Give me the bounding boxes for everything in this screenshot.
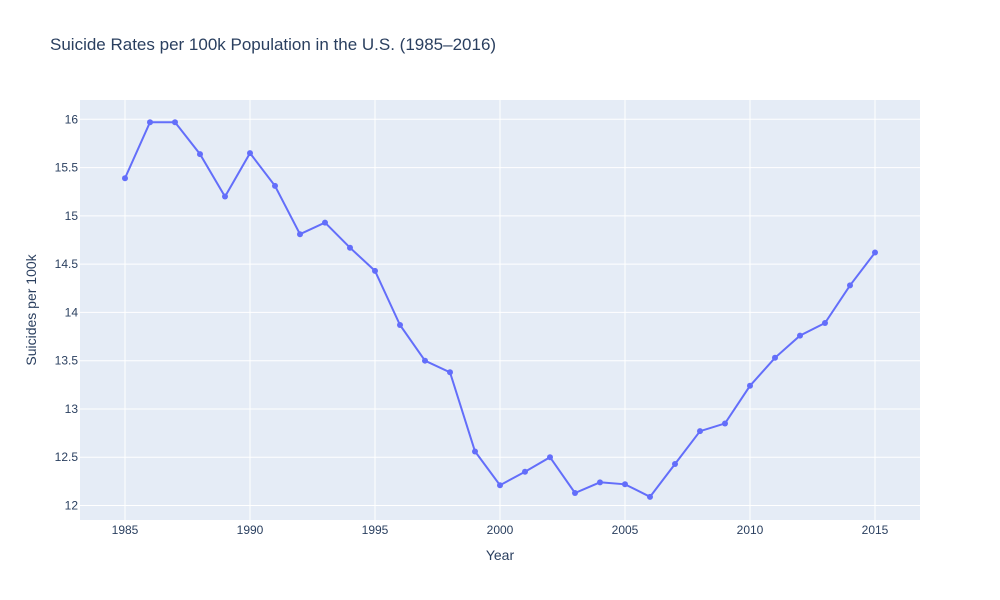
data-point-2007 <box>672 461 678 467</box>
x-axis-ticks: 1985 1990 1995 2000 2005 2010 2015 <box>112 523 889 537</box>
x-tick-label: 2010 <box>737 523 764 537</box>
x-tick-label: 1995 <box>362 523 389 537</box>
y-axis-label: Suicides per 100k <box>23 253 39 365</box>
data-point-1991 <box>272 182 278 189</box>
y-tick-label: 13 <box>65 402 79 416</box>
gridlines <box>80 100 920 520</box>
y-tick-label: 12.5 <box>55 450 79 464</box>
data-point-2011 <box>772 354 778 361</box>
data-point-2009 <box>722 420 728 427</box>
data-point-2003 <box>572 489 578 496</box>
data-point-1995 <box>372 267 378 274</box>
y-tick-label: 16 <box>65 112 79 126</box>
data-point-1997 <box>422 357 428 364</box>
data-point-1990 <box>247 150 253 157</box>
data-point-2010 <box>747 382 753 389</box>
x-axis-label: Year <box>486 547 515 563</box>
data-point-2001 <box>522 468 528 475</box>
x-tick-label: 1990 <box>237 523 264 537</box>
data-point-1998 <box>447 369 453 376</box>
y-tick-label: 15.5 <box>55 161 79 175</box>
data-point-1992 <box>297 231 303 238</box>
x-tick-label: 1985 <box>112 523 139 537</box>
chart-title: Suicide Rates per 100k Population in the… <box>50 35 496 54</box>
y-tick-label: 14.5 <box>55 257 79 271</box>
data-point-1999 <box>472 448 478 455</box>
data-point-2000 <box>497 482 503 489</box>
data-point-1986 <box>147 119 153 126</box>
y-tick-label: 14 <box>65 305 79 319</box>
x-tick-label: 2005 <box>612 523 639 537</box>
data-point-2015 <box>872 249 878 256</box>
data-point-2008 <box>697 428 703 435</box>
x-tick-label: 2015 <box>862 523 889 537</box>
data-point-1993 <box>322 219 328 226</box>
data-point-2002 <box>547 454 553 461</box>
data-point-2006 <box>647 493 653 500</box>
y-tick-label: 12 <box>65 499 79 513</box>
data-point-1989 <box>222 193 228 200</box>
data-point-1987 <box>172 119 178 126</box>
y-tick-label: 15 <box>65 209 79 223</box>
y-tick-label: 13.5 <box>55 354 79 368</box>
data-point-1988 <box>197 151 203 158</box>
data-point-1985 <box>122 175 128 182</box>
data-point-2005 <box>622 481 628 488</box>
data-point-2012 <box>797 332 803 339</box>
x-tick-label: 2000 <box>487 523 514 537</box>
data-point-2013 <box>822 320 828 327</box>
y-axis-ticks: 12 12.5 13 13.5 14 14.5 15 15.5 16 <box>55 112 79 512</box>
data-point-2004 <box>597 479 603 486</box>
data-point-1996 <box>397 321 403 328</box>
data-point-2014 <box>847 282 853 289</box>
series-markers <box>122 119 878 500</box>
data-point-1994 <box>347 244 353 251</box>
